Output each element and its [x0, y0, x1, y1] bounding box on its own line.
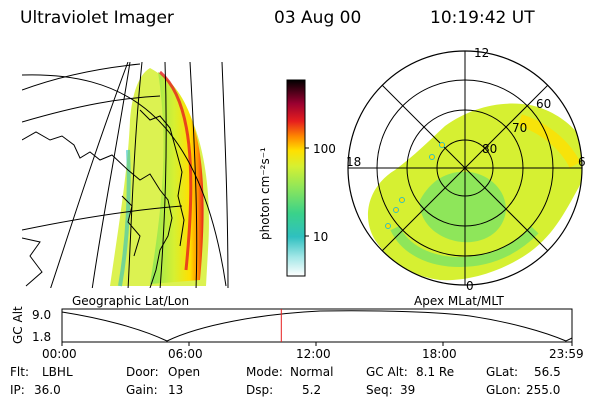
gain-value: 13	[168, 383, 184, 397]
timeline-plot	[61, 308, 573, 343]
mlt-0-label: 0	[466, 279, 474, 293]
mlt-12-label: 12	[474, 46, 490, 60]
geographic-caption: Geographic Lat/Lon	[72, 294, 190, 308]
mlat-80-label: 80	[482, 142, 498, 156]
door-value: Open	[168, 365, 201, 379]
time-label: 10:19:42 UT	[430, 8, 535, 28]
mlat-60-label: 60	[536, 97, 552, 111]
colorbar-tick-100: 100	[313, 142, 336, 156]
polar-plot	[348, 51, 582, 285]
seq-label: Seq:	[366, 383, 393, 397]
timeline-tick-1800: 18:00	[422, 347, 457, 361]
timeline-ymax: 9.0	[32, 308, 52, 322]
glat-label: GLat:	[486, 365, 519, 379]
apex-caption: Apex MLat/MLT	[414, 294, 504, 308]
door-label: Door:	[126, 365, 159, 379]
dsp-value: 5.2	[302, 383, 322, 397]
glon-value: 255.0	[526, 383, 561, 397]
orbit-altitude-curve	[61, 310, 573, 342]
date-label: 03 Aug 00	[274, 8, 362, 28]
glon-label: GLon:	[486, 383, 521, 397]
timeline-tick-1200: 12:00	[296, 347, 331, 361]
timeline-tick-0600: 06:00	[168, 347, 203, 361]
timeline-ymin: 1.8	[32, 330, 52, 344]
flt-label: Flt:	[10, 365, 29, 379]
gcalt-value: 8.1 Re	[416, 365, 455, 379]
mlt-6-label: 6	[578, 155, 586, 169]
timeline-tick-2359: 23:59	[549, 347, 584, 361]
ip-label: IP:	[10, 383, 25, 397]
colorbar-tick-10: 10	[313, 230, 329, 244]
mode-value: Normal	[290, 365, 334, 379]
timeline-tick-0000: 00:00	[42, 347, 77, 361]
glat-value: 56.5	[534, 365, 561, 379]
timeline-ylabel: GC Alt	[11, 306, 25, 344]
mlat-70-label: 70	[512, 121, 528, 135]
instrument-title: Ultraviolet Imager	[20, 8, 174, 28]
colorbar	[286, 79, 306, 277]
mlt-18-label: 18	[346, 155, 362, 169]
flt-value: LBHL	[42, 365, 73, 379]
dsp-label: Dsp:	[246, 383, 274, 397]
seq-value: 39	[400, 383, 416, 397]
gcalt-label: GC Alt:	[366, 365, 408, 379]
mode-label: Mode:	[246, 365, 283, 379]
ip-value: 36.0	[34, 383, 61, 397]
colorbar-unit-label: photon cm⁻²s⁻¹	[258, 147, 272, 240]
geographic-map	[22, 62, 229, 288]
gain-label: Gain:	[126, 383, 158, 397]
